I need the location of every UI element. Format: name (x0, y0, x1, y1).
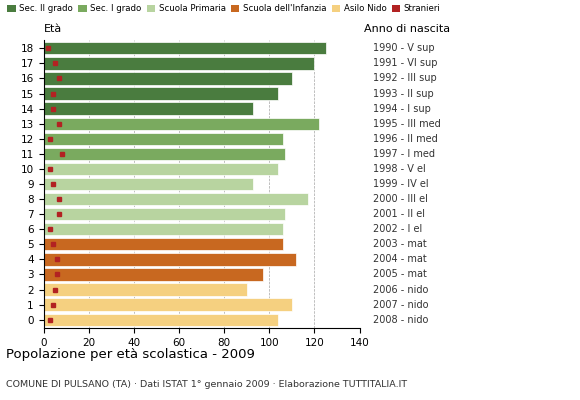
Text: 1995 - III med: 1995 - III med (374, 119, 441, 129)
Bar (44, 253, 296, 266)
Bar (44, 102, 253, 115)
Text: Popolazione per età scolastica - 2009: Popolazione per età scolastica - 2009 (6, 348, 255, 361)
Bar (44, 42, 326, 54)
Bar (44, 314, 278, 326)
Text: 1997 - I med: 1997 - I med (374, 149, 435, 159)
Bar (44, 238, 283, 250)
Text: 2003 - mat: 2003 - mat (374, 239, 427, 249)
Bar (44, 118, 319, 130)
Bar (44, 268, 263, 281)
Bar (44, 283, 246, 296)
Text: 1990 - V sup: 1990 - V sup (374, 43, 435, 53)
Text: 2000 - III el: 2000 - III el (374, 194, 428, 204)
Text: COMUNE DI PULSANO (TA) · Dati ISTAT 1° gennaio 2009 · Elaborazione TUTTITALIA.IT: COMUNE DI PULSANO (TA) · Dati ISTAT 1° g… (6, 380, 407, 389)
Bar (44, 163, 278, 175)
Legend: Sec. II grado, Sec. I grado, Scuola Primaria, Scuola dell'Infanzia, Asilo Nido, : Sec. II grado, Sec. I grado, Scuola Prim… (7, 4, 440, 13)
Text: 2001 - II el: 2001 - II el (374, 209, 425, 219)
Bar (44, 178, 253, 190)
Bar (44, 87, 278, 100)
Bar (44, 57, 314, 70)
Text: 2007 - nido: 2007 - nido (374, 300, 429, 310)
Text: 2002 - I el: 2002 - I el (374, 224, 422, 234)
Text: 2006 - nido: 2006 - nido (374, 284, 429, 294)
Text: 1993 - II sup: 1993 - II sup (374, 88, 434, 98)
Text: 2004 - mat: 2004 - mat (374, 254, 427, 264)
Bar (44, 208, 285, 220)
Text: 1996 - II med: 1996 - II med (374, 134, 438, 144)
Text: 2005 - mat: 2005 - mat (374, 270, 427, 280)
Bar (44, 72, 292, 85)
Text: 1999 - IV el: 1999 - IV el (374, 179, 429, 189)
Bar (44, 148, 285, 160)
Bar (44, 193, 307, 205)
Text: 1998 - V el: 1998 - V el (374, 164, 426, 174)
Text: Anno di nascita: Anno di nascita (364, 24, 450, 34)
Text: 1991 - VI sup: 1991 - VI sup (374, 58, 438, 68)
Bar (44, 132, 283, 145)
Text: 1992 - III sup: 1992 - III sup (374, 74, 437, 84)
Text: 2008 - nido: 2008 - nido (374, 315, 429, 325)
Bar (44, 223, 283, 236)
Text: 1994 - I sup: 1994 - I sup (374, 104, 431, 114)
Bar (44, 298, 292, 311)
Text: Età: Età (44, 24, 61, 34)
